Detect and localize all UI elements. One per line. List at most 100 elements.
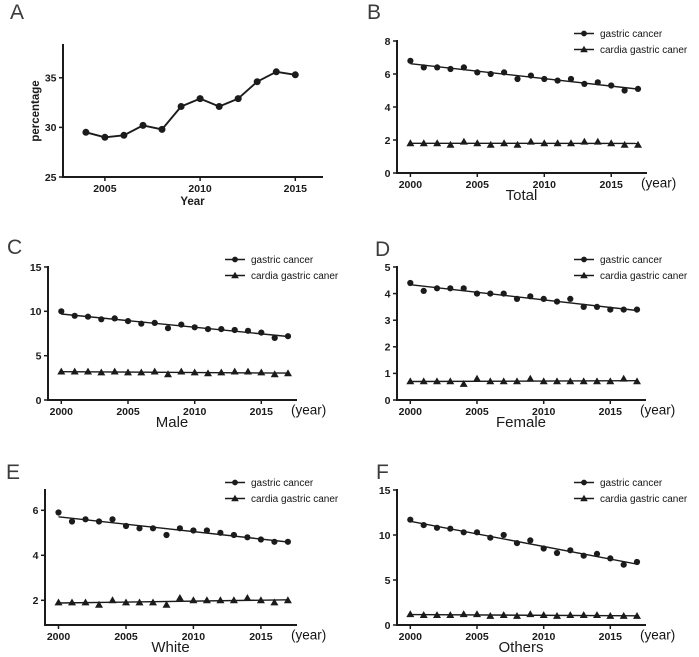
triangle-marker (526, 610, 535, 618)
circle-marker (581, 30, 587, 37)
circle-marker (460, 64, 467, 71)
y-tick-label: 4 (385, 288, 391, 300)
y-tick-label: 10 (379, 530, 391, 542)
triangle-marker (433, 611, 441, 618)
circle-marker (621, 87, 628, 94)
x-axis-unit: (year) (641, 176, 676, 191)
triangle-marker (446, 140, 455, 148)
chart-f: 0 5 10 15 2000 2005 2010 2015 gastric cancer card… (349, 435, 699, 657)
y-tick-label: 4 (33, 550, 39, 562)
circle-marker (580, 303, 587, 310)
circle-marker (82, 516, 89, 523)
y-tick-label: 15 (30, 262, 42, 274)
x-tick-label: 2005 (116, 406, 140, 418)
x-tick-label: 2015 (599, 406, 623, 418)
circle-marker (190, 527, 197, 534)
panel-e: E 2 4 6 2000 2005 2010 2015 gastric cancer cardi… (0, 435, 349, 657)
chart-b: 0 2 4 6 8 2000 2005 2010 2015 gastric cancer cardi… (349, 0, 699, 212)
circle-marker (232, 256, 238, 263)
legend-label: cardia gastric caner (251, 494, 339, 505)
triangle-marker (606, 612, 615, 619)
circle-marker (581, 479, 587, 486)
trend-line (410, 63, 639, 90)
triangle-marker (500, 139, 509, 147)
chart-svg: 0 5 10 15 2000 2005 2010 2015 gastric cancer card… (379, 478, 688, 656)
chart-a: 25 30 35 2005 2010 2015 Year percentage (0, 0, 349, 212)
circle-marker (527, 72, 534, 79)
triangle-marker (122, 598, 130, 606)
circle-marker (122, 522, 130, 530)
triangle-marker (633, 377, 641, 385)
y-tick-label: 25 (45, 172, 57, 184)
triangle-marker (566, 611, 575, 618)
triangle-marker (566, 377, 575, 385)
circle-marker (434, 64, 441, 71)
circle-marker (138, 320, 145, 327)
circle-marker (527, 537, 534, 544)
chart-e: 2 4 6 2000 2005 2010 2015 gastric cancer cardia … (0, 435, 349, 657)
x-tick-label: 2010 (182, 631, 206, 643)
legend-label: cardia gastric caner (251, 271, 339, 282)
y-axis-title: percentage (30, 80, 42, 141)
circle-marker (177, 103, 185, 110)
circle-marker (607, 306, 614, 313)
circle-marker (501, 69, 508, 76)
triangle-marker (446, 611, 455, 618)
circle-marker (500, 531, 507, 539)
y-tick-label: 8 (385, 36, 391, 48)
circle-marker (554, 77, 561, 84)
legend-label: gastric cancer (251, 478, 314, 489)
circle-marker (447, 525, 454, 532)
circle-marker (433, 524, 441, 531)
triangle-marker (607, 139, 616, 147)
triangle-marker (68, 598, 76, 606)
triangle-marker (230, 367, 239, 375)
circle-marker (124, 318, 132, 325)
circle-marker (71, 312, 78, 319)
axes (62, 44, 323, 178)
circle-marker (204, 326, 212, 333)
triangle-marker (244, 367, 252, 375)
circle-marker (540, 545, 547, 552)
triangle-marker (473, 139, 482, 147)
x-tick-label: 2010 (183, 406, 207, 418)
circle-marker (95, 518, 103, 525)
x-tick-label: 2005 (93, 183, 117, 195)
triangle-marker (606, 377, 615, 385)
series-line (85, 70, 296, 139)
triangle-marker (553, 139, 562, 147)
y-tick-label: 10 (30, 306, 42, 318)
x-tick-label: 2015 (600, 179, 624, 191)
x-tick-label: 2005 (465, 631, 489, 643)
x-axis-title: Year (180, 196, 205, 208)
circle-marker (111, 315, 118, 322)
triangle-marker (433, 139, 442, 147)
triangle-marker (283, 596, 292, 604)
circle-marker (136, 525, 143, 532)
axes (44, 489, 297, 626)
circle-marker (567, 547, 574, 554)
triangle-marker (256, 596, 265, 604)
circle-marker (84, 313, 92, 320)
triangle-marker (580, 271, 588, 279)
triangle-marker (593, 611, 601, 618)
circle-marker (244, 327, 252, 334)
circle-marker (244, 534, 251, 541)
circle-marker (580, 552, 587, 559)
circle-marker (98, 316, 105, 323)
triangle-marker (446, 377, 455, 385)
triangle-marker (419, 611, 428, 618)
x-axis-unit: (year) (291, 628, 326, 643)
circle-marker (149, 525, 157, 532)
triangle-marker (284, 369, 292, 377)
circle-marker (460, 529, 467, 536)
circle-marker (284, 333, 292, 340)
y-tick-label: 5 (385, 262, 391, 274)
circle-marker (257, 536, 264, 543)
circle-marker (607, 555, 614, 562)
triangle-marker (419, 139, 428, 147)
circle-marker (291, 71, 299, 79)
y-tick-label: 0 (385, 620, 391, 632)
triangle-marker (270, 370, 279, 378)
circle-marker (420, 287, 427, 294)
